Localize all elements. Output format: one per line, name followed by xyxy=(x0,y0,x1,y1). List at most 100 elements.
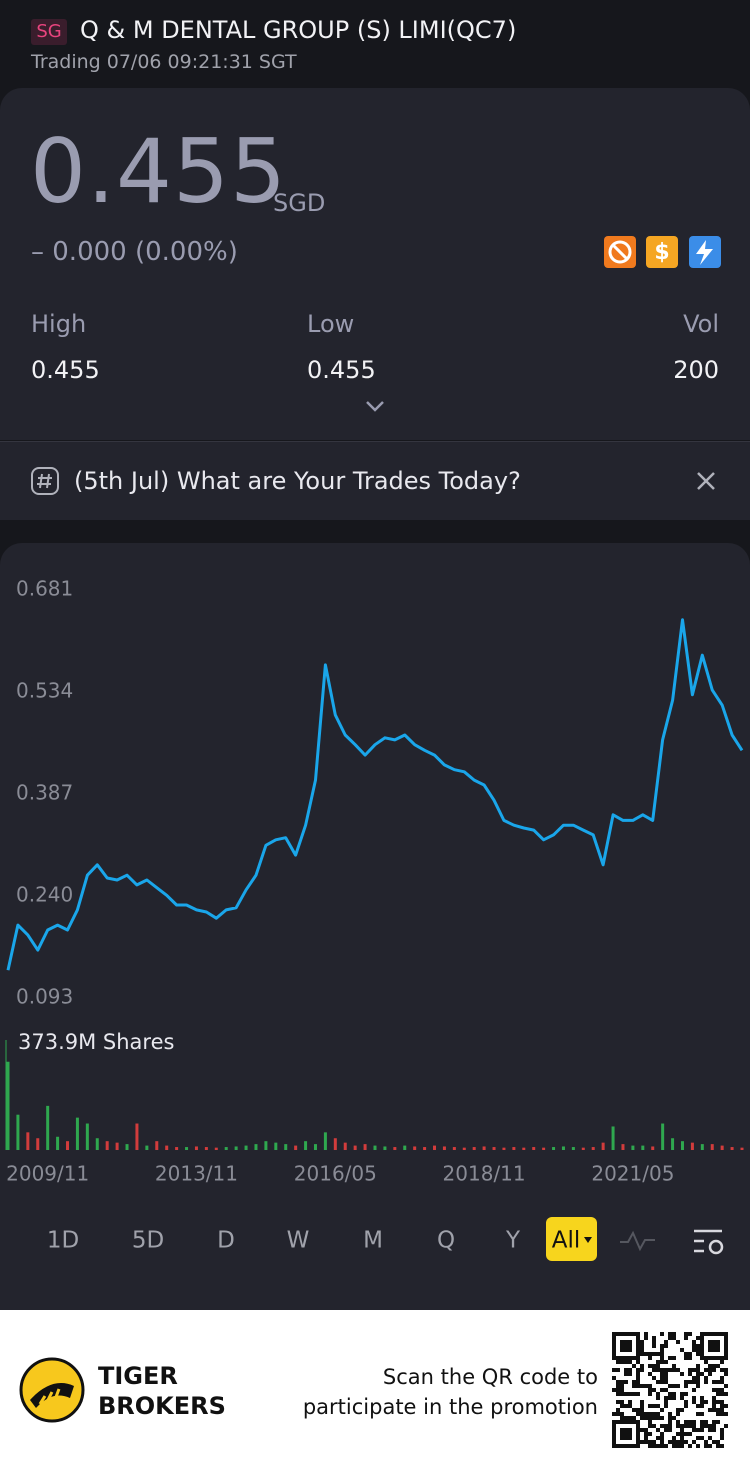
volume-bar xyxy=(95,1138,99,1150)
qr-module xyxy=(624,1356,628,1360)
qr-module xyxy=(676,1432,680,1436)
period-tab[interactable]: Q xyxy=(437,1228,455,1254)
qr-module xyxy=(704,1360,708,1364)
qr-module xyxy=(632,1364,636,1368)
qr-module xyxy=(632,1384,636,1388)
qr-module xyxy=(652,1388,656,1392)
qr-module xyxy=(712,1380,716,1384)
qr-module xyxy=(668,1336,672,1340)
qr-module xyxy=(636,1348,640,1352)
qr-module xyxy=(648,1444,652,1448)
period-tab[interactable]: All xyxy=(552,1228,581,1254)
qr-module xyxy=(612,1368,616,1372)
qr-module xyxy=(712,1332,716,1336)
indicator-icon[interactable] xyxy=(620,1230,655,1252)
qr-module xyxy=(700,1436,704,1440)
qr-module xyxy=(644,1332,648,1336)
qr-module xyxy=(720,1432,724,1436)
qr-module xyxy=(664,1444,668,1448)
qr-module xyxy=(696,1344,700,1348)
period-tab[interactable]: W xyxy=(287,1228,310,1254)
qr-module xyxy=(628,1372,632,1376)
qr-module xyxy=(628,1368,632,1372)
qr-module xyxy=(636,1332,640,1336)
qr-module xyxy=(668,1368,672,1372)
qr-module xyxy=(636,1436,640,1440)
qr-module xyxy=(640,1440,644,1444)
volume-bar xyxy=(631,1145,635,1150)
qr-module xyxy=(628,1444,632,1448)
qr-module xyxy=(676,1444,680,1448)
qr-module xyxy=(704,1420,708,1424)
volume-bar xyxy=(512,1147,516,1150)
qr-module xyxy=(672,1396,676,1400)
qr-module xyxy=(684,1332,688,1336)
qr-module xyxy=(716,1364,720,1368)
qr-module xyxy=(688,1356,692,1360)
qr-module xyxy=(676,1340,680,1344)
qr-module xyxy=(692,1388,696,1392)
qr-module xyxy=(712,1400,716,1404)
qr-module xyxy=(656,1364,660,1368)
volume-label: 373.9M Shares xyxy=(18,1030,174,1054)
qr-module xyxy=(628,1428,632,1432)
volume-bar xyxy=(561,1146,565,1150)
qr-module xyxy=(716,1340,720,1344)
volume-bar xyxy=(502,1147,506,1150)
period-tab[interactable]: M xyxy=(363,1228,383,1254)
expand-chevron[interactable] xyxy=(364,398,386,414)
volume-bar xyxy=(532,1147,536,1150)
qr-module xyxy=(700,1404,704,1408)
qr-code[interactable] xyxy=(612,1332,728,1448)
qr-module xyxy=(716,1392,720,1396)
qr-module xyxy=(668,1396,672,1400)
period-tab[interactable]: 5D xyxy=(132,1228,164,1254)
qr-module xyxy=(660,1360,664,1364)
qr-module xyxy=(628,1340,632,1344)
banner-text: (5th Jul) What are Your Trades Today? xyxy=(74,467,521,495)
qr-module xyxy=(664,1360,668,1364)
qr-module xyxy=(664,1396,668,1400)
banner[interactable] xyxy=(0,441,750,520)
qr-module xyxy=(644,1416,648,1420)
qr-module xyxy=(696,1412,700,1416)
volume-bar xyxy=(671,1138,675,1150)
close-button[interactable] xyxy=(695,470,717,492)
volume-bar xyxy=(26,1132,30,1150)
qr-module xyxy=(684,1336,688,1340)
qr-module xyxy=(700,1428,704,1432)
qr-module xyxy=(668,1420,672,1424)
stat-value: 200 xyxy=(673,356,719,384)
qr-module xyxy=(672,1440,676,1444)
qr-module xyxy=(712,1396,716,1400)
qr-module xyxy=(656,1360,660,1364)
chart-card xyxy=(0,543,750,1310)
qr-module xyxy=(692,1340,696,1344)
period-tab[interactable]: D xyxy=(217,1228,235,1254)
qr-module xyxy=(692,1440,696,1444)
qr-module xyxy=(620,1388,624,1392)
qr-module xyxy=(724,1384,728,1388)
qr-module xyxy=(672,1384,676,1388)
qr-module xyxy=(632,1392,636,1396)
qr-module xyxy=(648,1412,652,1416)
qr-module xyxy=(640,1348,644,1352)
qr-module xyxy=(660,1332,664,1336)
qr-module xyxy=(688,1368,692,1372)
qr-module xyxy=(620,1360,624,1364)
qr-module xyxy=(672,1332,676,1336)
qr-module xyxy=(640,1384,644,1388)
tab-dropdown[interactable] xyxy=(584,1237,592,1243)
period-tab[interactable]: Y xyxy=(505,1228,521,1254)
qr-module xyxy=(668,1412,672,1416)
qr-module xyxy=(660,1440,664,1444)
qr-module xyxy=(636,1344,640,1348)
volume-bar xyxy=(581,1147,585,1150)
qr-module xyxy=(700,1400,704,1404)
qr-module xyxy=(680,1348,684,1352)
qr-module xyxy=(676,1384,680,1388)
qr-module xyxy=(624,1420,628,1424)
period-tab[interactable]: 1D xyxy=(47,1228,79,1254)
settings-icon[interactable] xyxy=(694,1229,724,1255)
price: 0.455 xyxy=(30,120,287,223)
